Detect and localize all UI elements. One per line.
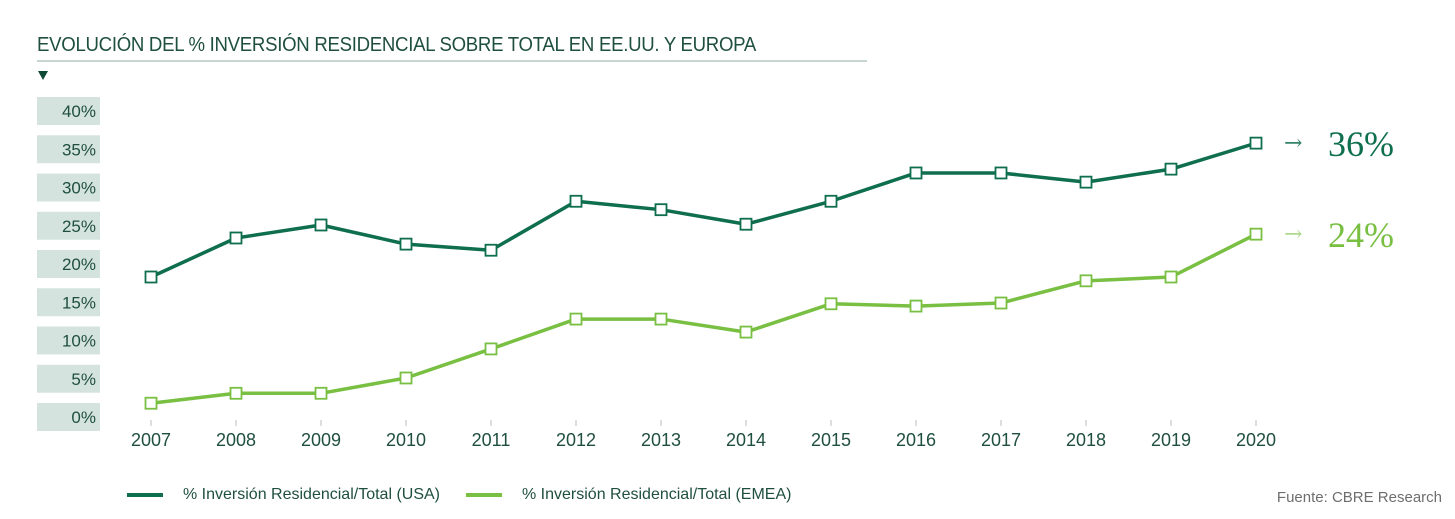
data-point-usa xyxy=(399,237,413,251)
data-point-usa xyxy=(739,217,753,231)
data-point-emea xyxy=(1249,227,1263,241)
x-tick-label: 2018 xyxy=(1066,430,1106,450)
data-point-emea xyxy=(909,299,923,313)
x-tick-label: 2017 xyxy=(981,430,1021,450)
data-point-usa xyxy=(484,243,498,257)
y-tick-label: 0% xyxy=(71,408,96,427)
end-value-label-emea: 24% xyxy=(1328,215,1394,255)
data-point-emea xyxy=(824,297,838,311)
y-tick-label: 25% xyxy=(62,217,96,236)
data-point-usa xyxy=(1164,162,1178,176)
y-tick-label: 35% xyxy=(62,140,96,159)
data-point-emea xyxy=(229,386,243,400)
x-tick-label: 2020 xyxy=(1236,430,1276,450)
arrow-right-icon: → xyxy=(1284,222,1302,247)
data-point-emea xyxy=(1079,274,1093,288)
x-tick-label: 2010 xyxy=(386,430,426,450)
arrow-right-icon: → xyxy=(1284,131,1302,156)
data-point-emea xyxy=(484,342,498,356)
series-group xyxy=(144,136,1263,410)
data-point-usa xyxy=(1079,175,1093,189)
y-tick-box xyxy=(37,364,100,393)
data-point-emea xyxy=(399,371,413,385)
x-tick-label: 2015 xyxy=(811,430,851,450)
x-tick-label: 2014 xyxy=(726,430,766,450)
data-point-emea xyxy=(1164,270,1178,284)
chart-title: EVOLUCIÓN DEL % INVERSIÓN RESIDENCIAL SO… xyxy=(37,34,757,56)
data-point-usa xyxy=(314,218,328,232)
x-axis: 2007 2008 2009 2010 2011 2012 2013 2014 2015 2016… xyxy=(131,420,1276,450)
triangle-marker-icon xyxy=(38,71,48,80)
x-tick-label: 2008 xyxy=(216,430,256,450)
x-tick-label: 2009 xyxy=(301,430,341,450)
y-tick-label: 10% xyxy=(62,332,96,351)
legend-item-usa: % Inversión Residencial/Total (USA) xyxy=(127,486,440,504)
series-line-usa xyxy=(150,141,1257,279)
x-tick-label: 2011 xyxy=(472,430,511,450)
data-point-emea xyxy=(654,312,668,326)
data-point-emea xyxy=(144,396,158,410)
data-point-usa xyxy=(654,203,668,217)
x-tick-label: 2013 xyxy=(641,430,681,450)
data-point-usa xyxy=(994,166,1008,180)
legend-label-usa: % Inversión Residencial/Total (USA) xyxy=(183,486,440,503)
data-point-emea xyxy=(569,312,583,326)
x-tick-label: 2007 xyxy=(131,430,171,450)
data-point-emea xyxy=(994,296,1008,310)
data-point-usa xyxy=(569,194,583,208)
y-tick-label: 40% xyxy=(62,102,96,121)
y-tick-label: 15% xyxy=(62,293,96,312)
data-point-emea xyxy=(739,325,753,339)
y-tick-label: 20% xyxy=(62,255,96,274)
legend-swatch-usa xyxy=(127,493,163,497)
x-tick-label: 2016 xyxy=(896,430,936,450)
y-tick-box xyxy=(37,211,100,240)
data-point-emea xyxy=(314,386,328,400)
y-tick-box xyxy=(37,288,100,317)
y-axis: 0% 5% 10% 15% 20% 25% 30% 35% 40% xyxy=(37,97,100,431)
y-tick-label: 30% xyxy=(62,179,96,198)
y-tick-box xyxy=(37,403,100,431)
y-tick-box xyxy=(37,250,100,278)
data-point-usa xyxy=(909,166,923,180)
x-tick-label: 2012 xyxy=(556,430,596,450)
y-tick-box xyxy=(37,135,100,164)
end-labels: → 36% → 24% xyxy=(1284,124,1394,255)
source-note: Fuente: CBRE Research xyxy=(1276,489,1442,506)
y-tick-box xyxy=(37,173,100,202)
x-tick-label: 2019 xyxy=(1151,430,1191,450)
y-tick-label: 5% xyxy=(71,370,96,389)
y-tick-box xyxy=(37,97,100,125)
legend-item-emea: % Inversión Residencial/Total (EMEA) xyxy=(466,486,791,504)
series-line-emea xyxy=(150,232,1257,405)
data-point-usa xyxy=(144,270,158,284)
data-point-usa xyxy=(824,194,838,208)
legend-swatch-emea xyxy=(466,493,502,497)
data-point-usa xyxy=(1249,136,1263,150)
legend: % Inversión Residencial/Total (USA) % In… xyxy=(127,486,817,504)
legend-label-emea: % Inversión Residencial/Total (EMEA) xyxy=(522,486,792,503)
data-point-usa xyxy=(229,231,243,245)
y-tick-box xyxy=(37,326,100,355)
title-underline xyxy=(37,60,867,62)
end-value-label-usa: 36% xyxy=(1328,124,1394,164)
